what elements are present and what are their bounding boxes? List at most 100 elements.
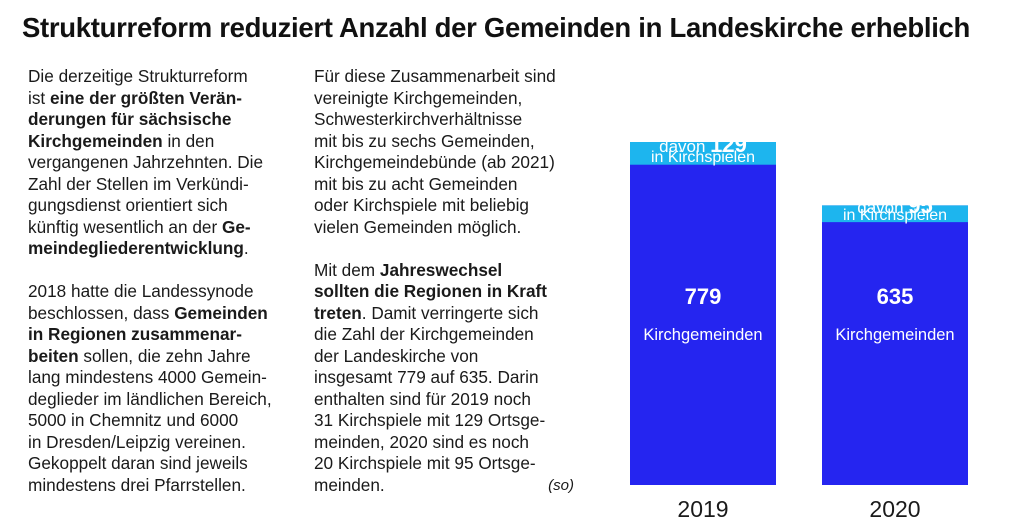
bar-2020 bbox=[822, 205, 968, 485]
bar-segment-kirchspiele-2020 bbox=[822, 205, 968, 223]
text-run: ist bbox=[28, 87, 50, 108]
text-run: . bbox=[243, 238, 249, 258]
sub-prefix: davon bbox=[659, 137, 710, 156]
text-run: beschlossen, dass bbox=[28, 302, 175, 323]
text-run: 20 Kirchspiele mit 95 Ortsge- bbox=[314, 453, 536, 473]
value-label: 635 bbox=[877, 284, 914, 309]
sub-value-label: davon 95 bbox=[857, 193, 933, 218]
text-run: in den bbox=[162, 130, 215, 151]
text-line: in Regionen zusammenar- bbox=[28, 324, 290, 346]
value-unit-label: Kirchgemeinden bbox=[835, 326, 954, 344]
text-line: Die derzeitige Strukturreform bbox=[28, 66, 290, 88]
text-run: Ge- bbox=[221, 216, 251, 237]
text-line: vielen Gemeinden möglich. bbox=[314, 217, 582, 239]
value-unit-label: Kirchgemeinden bbox=[643, 326, 762, 344]
text-run: meindegliederentwicklung bbox=[28, 238, 244, 258]
x-tick-label: 2020 bbox=[869, 496, 920, 520]
sub-category-label: in Kirchspielen bbox=[843, 207, 947, 224]
text-run: Die derzeitige Strukturreform bbox=[28, 66, 248, 86]
text-column-right: Für diese Zusammenarbeit sind vereinigte … bbox=[314, 66, 582, 496]
paragraph: Mit dem Jahreswechsel sollten die Regione… bbox=[314, 260, 582, 497]
text-line: die Zahl der Kirchgemeinden bbox=[314, 324, 582, 346]
text-run: lang mindestens 4000 Gemein- bbox=[28, 367, 267, 387]
text-run: in Dresden/Leipzig vereinen. bbox=[28, 431, 246, 452]
text-line: Kirchgemeinden in den bbox=[28, 131, 290, 153]
text-run: die Zahl der Kirchgemeinden bbox=[314, 324, 534, 344]
text-run: Schwesterkirchverhältnisse bbox=[314, 109, 523, 129]
text-line: insgesamt 779 auf 635. Darin bbox=[314, 367, 582, 389]
paragraph: Für diese Zusammenarbeit sind vereinigte … bbox=[314, 66, 582, 238]
text-run: der Landeskirche von bbox=[314, 345, 479, 366]
text-line: beiten sollen, die zehn Jahre bbox=[28, 346, 290, 368]
text-line: meindegliederentwicklung. bbox=[28, 238, 290, 260]
text-run: Zahl der Stellen im Verkündi- bbox=[28, 173, 249, 194]
text-run: treten bbox=[314, 302, 362, 323]
text-line: derungen für sächsische bbox=[28, 109, 290, 131]
text-line: in Dresden/Leipzig vereinen. bbox=[28, 432, 290, 454]
text-run: in Regionen zusammenar- bbox=[28, 324, 242, 344]
text-line: 31 Kirchspiele mit 129 Ortsge- bbox=[314, 410, 582, 432]
text-line: deglieder im ländlichen Bereich, bbox=[28, 389, 290, 411]
text-run: Kirchgemeindebünde (ab 2021) bbox=[314, 152, 555, 172]
sub-value: 129 bbox=[710, 132, 747, 157]
text-line: oder Kirchspiele mit beliebig bbox=[314, 195, 582, 217]
text-line: ist eine der größten Verän- bbox=[28, 88, 290, 110]
text-run: Gekoppelt daran sind jeweils bbox=[28, 453, 248, 473]
text-line: mit bis zu sechs Gemeinden, bbox=[314, 131, 582, 153]
text-line: Schwesterkirchverhältnisse bbox=[314, 109, 582, 131]
text-run: beiten bbox=[28, 345, 79, 366]
text-run: Für diese Zusammenarbeit sind bbox=[314, 66, 556, 86]
text-run: . Damit verringerte sich bbox=[361, 302, 539, 323]
text-run: Kirchgemeinden bbox=[28, 130, 163, 151]
text-run: künftig wesentlich an der bbox=[28, 216, 222, 237]
text-line: 5000 in Chemnitz und 6000 bbox=[28, 410, 290, 432]
text-line: der Landeskirche von bbox=[314, 346, 582, 368]
text-line: mindestens drei Pfarrstellen. bbox=[28, 475, 290, 497]
text-run: vereinigte Kirchgemeinden, bbox=[314, 87, 523, 108]
text-line: meinden. (so) bbox=[314, 475, 582, 497]
text-run: mit bis zu sechs Gemeinden, bbox=[314, 130, 535, 151]
page-title: Strukturreform reduziert Anzahl der Geme… bbox=[22, 12, 971, 43]
text-run: mit bis zu acht Gemeinden bbox=[314, 173, 518, 194]
x-tick-label: 2019 bbox=[677, 496, 728, 520]
sub-prefix: davon bbox=[857, 198, 908, 217]
text-line: Gekoppelt daran sind jeweils bbox=[28, 453, 290, 475]
sub-value: 95 bbox=[908, 193, 932, 218]
text-line: Für diese Zusammenarbeit sind bbox=[314, 66, 582, 88]
text-run: 5000 in Chemnitz und 6000 bbox=[28, 410, 239, 430]
text-run: gungsdienst orientiert sich bbox=[28, 195, 228, 215]
text-run: 31 Kirchspiele mit 129 Ortsge- bbox=[314, 410, 546, 430]
text-run: deglieder im ländlichen Bereich, bbox=[28, 388, 272, 409]
text-run: sollen, die zehn Jahre bbox=[78, 345, 251, 366]
text-line: vereinigte Kirchgemeinden, bbox=[314, 88, 582, 110]
bar-2019 bbox=[630, 142, 776, 485]
text-column-left: Die derzeitige Strukturreform ist eine de… bbox=[28, 66, 290, 496]
text-run: mindestens drei Pfarrstellen. bbox=[28, 474, 246, 495]
text-run: Gemeinden bbox=[174, 302, 268, 323]
paragraph: 2018 hatte die Landessynode beschlossen, … bbox=[28, 281, 290, 496]
text-run: sollten die Regionen in Kraft bbox=[314, 281, 548, 301]
bar-segment-kirchspiele-2019 bbox=[630, 142, 776, 165]
text-run: vielen Gemeinden möglich. bbox=[314, 216, 522, 237]
text-run: eine der größten Verän- bbox=[49, 87, 242, 108]
text-line: meinden, 2020 sind es noch bbox=[314, 432, 582, 454]
text-line: lang mindestens 4000 Gemein- bbox=[28, 367, 290, 389]
text-line: gungsdienst orientiert sich bbox=[28, 195, 290, 217]
text-run: meinden, 2020 sind es noch bbox=[314, 431, 529, 452]
text-run: insgesamt 779 auf 635. Darin bbox=[314, 367, 539, 387]
text-run: derungen für sächsische bbox=[28, 109, 232, 129]
text-line: künftig wesentlich an der Ge- bbox=[28, 217, 290, 239]
text-run: enthalten sind für 2019 noch bbox=[314, 388, 531, 409]
text-line: enthalten sind für 2019 noch bbox=[314, 389, 582, 411]
text-line: beschlossen, dass Gemeinden bbox=[28, 303, 290, 325]
text-run: vergangenen Jahrzehnten. Die bbox=[28, 152, 264, 172]
text-run: oder Kirchspiele mit beliebig bbox=[314, 195, 529, 215]
text-line: Zahl der Stellen im Verkündi- bbox=[28, 174, 290, 196]
text-line: vergangenen Jahrzehnten. Die bbox=[28, 152, 290, 174]
text-run: Jahreswechsel bbox=[379, 259, 503, 280]
text-line: sollten die Regionen in Kraft bbox=[314, 281, 582, 303]
value-label: 779 bbox=[685, 284, 722, 309]
sub-value-label: davon 129 bbox=[659, 132, 747, 157]
text-run: Mit dem bbox=[314, 259, 380, 280]
paragraph: Die derzeitige Strukturreform ist eine de… bbox=[28, 66, 290, 260]
